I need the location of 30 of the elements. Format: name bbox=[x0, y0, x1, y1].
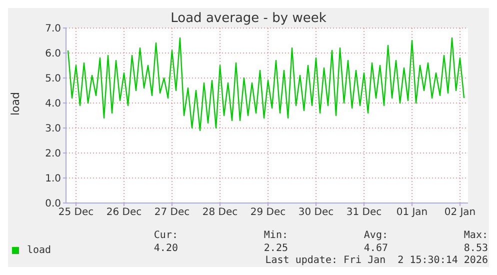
x-tick-label: 30 Dec bbox=[298, 207, 334, 218]
y-tick-label: 6.0 bbox=[45, 48, 61, 60]
line-series bbox=[67, 37, 465, 132]
text: Max: bbox=[462, 230, 488, 241]
x-tick-label: 02 Jan bbox=[444, 207, 476, 218]
x-tick-label: 28 Dec bbox=[202, 207, 238, 218]
text: 2.25 bbox=[262, 243, 288, 254]
x-tick-label: 31 Dec bbox=[346, 207, 382, 218]
text: 4.20 bbox=[152, 243, 178, 254]
y-tick-label: 7.0 bbox=[45, 24, 61, 35]
y-axis-title: load bbox=[8, 92, 22, 116]
x-tick-label: 26 Dec bbox=[106, 207, 142, 218]
y-tick-label: 3.0 bbox=[45, 124, 61, 135]
x-tick-label: 25 Dec bbox=[58, 207, 94, 218]
y-tick-label: 0.0 bbox=[45, 198, 61, 210]
text: 8.53 bbox=[462, 243, 488, 254]
legend-label: load bbox=[27, 245, 52, 256]
y-tick-label: 1.0 bbox=[45, 174, 61, 185]
text: 4.67 bbox=[362, 243, 388, 254]
text: Cur: bbox=[152, 230, 178, 241]
x-tick-label: 01 Jan bbox=[396, 207, 428, 218]
text: Avg: bbox=[362, 230, 388, 241]
chart-title: Load average - by week bbox=[170, 11, 326, 26]
x-tick-label: 29 Dec bbox=[250, 207, 286, 218]
text: Last update: Fri Jan 2 15:30:14 2026 bbox=[265, 255, 488, 266]
y-tick-label: 2.0 bbox=[45, 148, 61, 160]
x-tick-label: 27 Dec bbox=[154, 207, 190, 218]
y-tick-label: 4.0 bbox=[45, 98, 61, 110]
y-tick-label: 5.0 bbox=[45, 74, 61, 85]
text: Min: bbox=[262, 230, 288, 241]
